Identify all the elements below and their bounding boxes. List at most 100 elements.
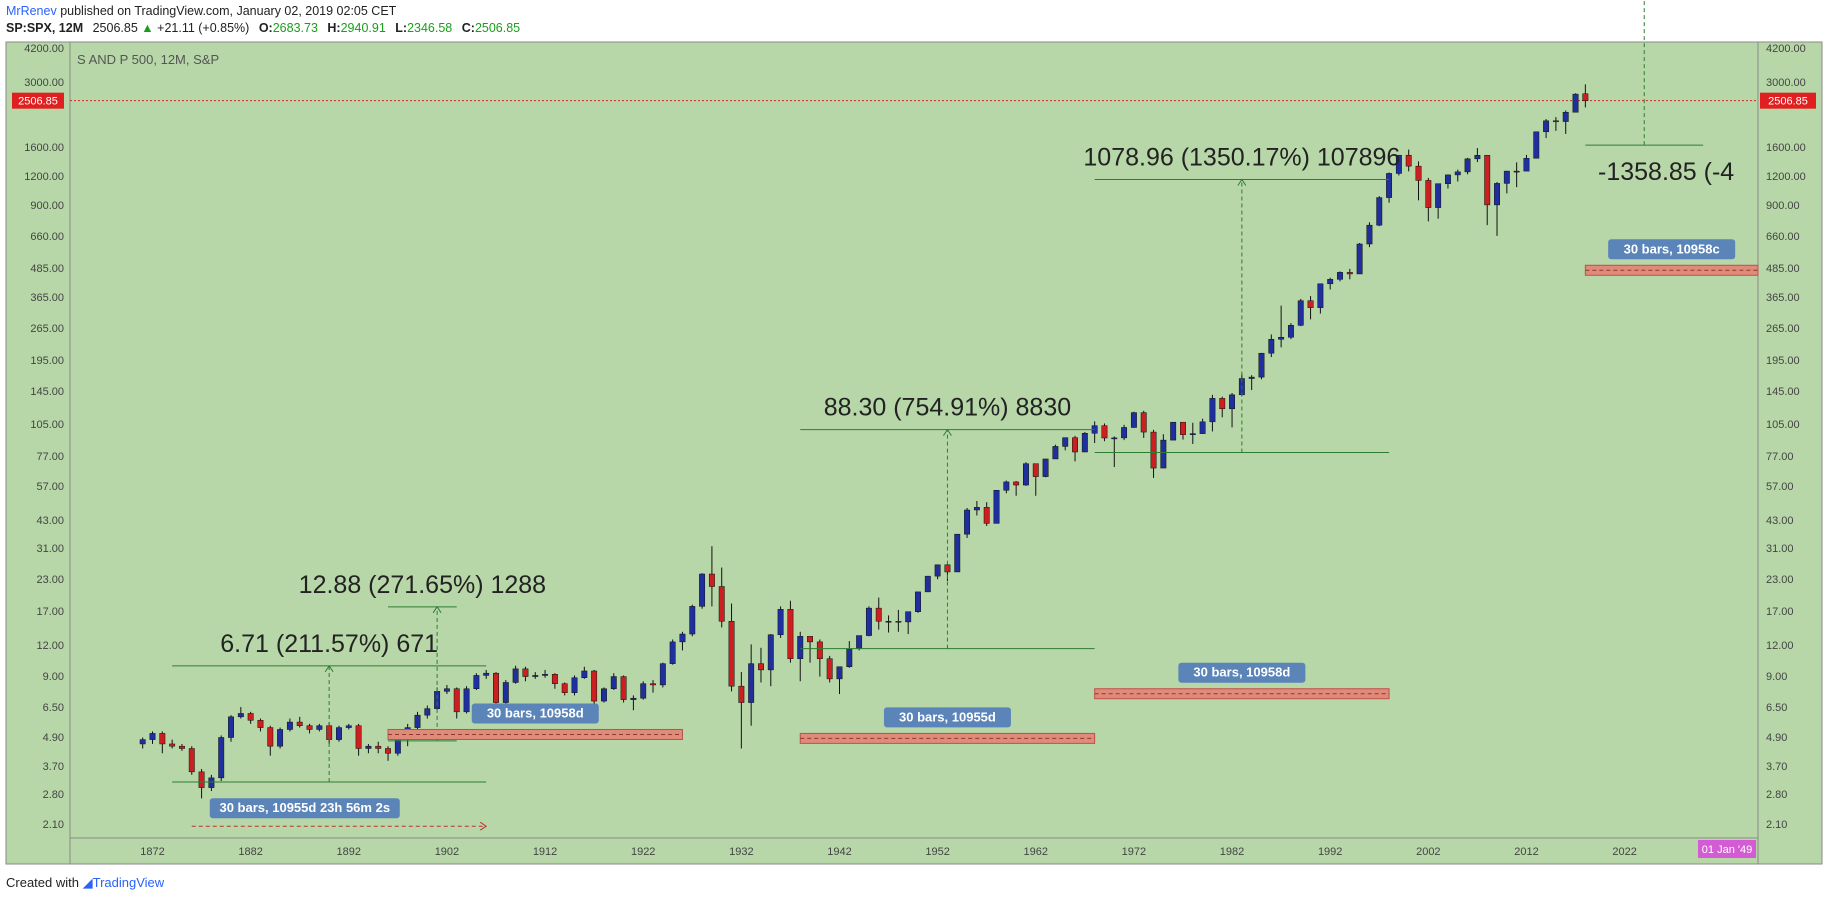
y-tick-label-left: 6.50 [43, 702, 64, 714]
candle-body [1503, 170, 1510, 184]
candle-body [1013, 481, 1020, 486]
y-tick-label-right: 17.00 [1766, 606, 1794, 618]
candle-body [1072, 437, 1078, 453]
candle-body [1386, 173, 1393, 198]
candle-body [532, 675, 539, 677]
open-value: 2683.73 [272, 21, 318, 35]
x-tick-label: 1902 [435, 846, 459, 858]
candle-body [1494, 183, 1500, 206]
candle-body [512, 668, 519, 683]
candle-body [179, 745, 185, 749]
candle-body [1219, 398, 1226, 410]
y-axis-left[interactable]: 4200.003000.002200.001600.001200.00900.0… [24, 43, 64, 831]
y-tick-label-left: 9.00 [43, 671, 64, 683]
candle-body [846, 648, 853, 667]
author-link[interactable]: MrRenev [6, 4, 57, 18]
candle-body [1523, 158, 1530, 172]
y-tick-label-right: 9.00 [1766, 671, 1787, 683]
candle-body [964, 509, 971, 535]
candle-body [659, 663, 666, 686]
y-tick-label-left: 43.00 [36, 515, 64, 527]
candle-body [1268, 339, 1275, 354]
candle-body [797, 636, 804, 659]
candle-body [1160, 439, 1167, 469]
x-tick-label: 1892 [337, 846, 361, 858]
candle-body [1052, 446, 1059, 460]
candle-body [807, 636, 813, 643]
y-tick-label-right: 43.00 [1766, 515, 1794, 527]
y-tick-label-left: 2.10 [43, 819, 64, 831]
y-tick-label-right: 12.00 [1766, 640, 1794, 652]
candle-body [993, 490, 1000, 524]
candle-body [924, 575, 931, 593]
y-tick-label-left: 4.90 [43, 732, 64, 744]
candle-body [777, 609, 784, 636]
candle-body [973, 507, 980, 511]
crosshair-date-label: 01 Jan '49 [1702, 844, 1752, 856]
y-tick-label-left: 485.00 [30, 263, 64, 275]
ohlc-legend: SP:SPX, 12M 2506.85 ▲ +21.11 (+0.85%) O:… [6, 21, 520, 35]
y-tick-label-left: 365.00 [30, 292, 64, 304]
candle-body [149, 733, 156, 740]
candle-body [169, 743, 176, 747]
open-label: O: [258, 21, 273, 35]
y-tick-label-left: 900.00 [30, 200, 64, 212]
candle-body [856, 635, 863, 649]
candle-body [983, 507, 990, 524]
y-tick-label-left: 57.00 [36, 481, 64, 493]
y-tick-label-left: 17.00 [36, 606, 64, 618]
tradingview-link[interactable]: TradingView [92, 875, 165, 890]
candle-body [453, 688, 460, 713]
low-label: L: [395, 21, 408, 35]
last-price-label-left: 2506.85 [18, 96, 58, 108]
candle-body [1307, 300, 1314, 308]
range-label: 30 bars, 10955d [899, 709, 996, 724]
measure-label: 6.71 (211.57%) 671 [220, 630, 438, 658]
candle-body [424, 708, 431, 716]
candle-body [1170, 421, 1177, 441]
candle-body [787, 609, 794, 659]
candle-body [1287, 325, 1294, 338]
candle-body [885, 621, 892, 623]
chart-title: S AND P 500, 12M, S&P [77, 52, 219, 67]
x-tick-label: 1982 [1220, 846, 1244, 858]
candle-body [1023, 463, 1029, 486]
candle-body [1229, 394, 1235, 410]
range-label-box [1608, 239, 1736, 260]
candle-body [1376, 197, 1383, 226]
candle-body [394, 739, 401, 754]
x-tick-label: 1952 [925, 846, 949, 858]
candle-body [345, 725, 352, 728]
candle-body [571, 677, 578, 693]
candle-body [1317, 283, 1324, 308]
measure-arrow-head [432, 605, 442, 614]
candle-body [336, 727, 342, 740]
candle-body [669, 641, 676, 664]
annotations[interactable]: 6.71 (211.57%) 671 12.88 (271.65%) 1288 88… [172, 0, 1759, 858]
range-label-box [209, 798, 400, 819]
range-label-box [883, 707, 1011, 728]
candle-body [218, 737, 225, 779]
candle-body [355, 725, 362, 749]
y-tick-label-right: 4200.00 [1766, 43, 1806, 55]
measure-arrow-head [1237, 178, 1247, 186]
candle-body [1415, 165, 1422, 181]
candle-body [816, 641, 823, 659]
y-tick-label-left: 1200.00 [24, 171, 64, 183]
x-tick-label: 1882 [238, 846, 262, 858]
change-value: +21.11 (+0.85%) [157, 21, 250, 35]
candle-body [1543, 120, 1550, 133]
y-tick-label-right: 900.00 [1766, 200, 1800, 212]
candle-body [767, 634, 774, 671]
y-tick-label-right: 1200.00 [1766, 171, 1806, 183]
candle-body [365, 745, 372, 749]
candle-body [1297, 300, 1304, 326]
candle-body [1130, 412, 1137, 428]
candle-body [915, 591, 921, 612]
candle-body [1199, 421, 1206, 434]
x-tick-label: 2012 [1514, 846, 1538, 858]
candle-body [620, 676, 627, 700]
y-tick-label-right: 105.00 [1766, 419, 1800, 431]
candle-body [718, 586, 725, 622]
